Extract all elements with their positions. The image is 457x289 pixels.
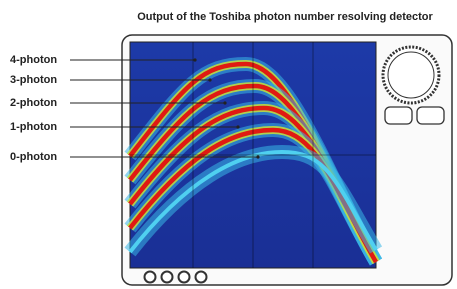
leader-dot	[256, 155, 259, 158]
photon-label: 3-photon	[10, 74, 57, 86]
button	[417, 107, 444, 124]
photon-label: 0-photon	[10, 151, 57, 163]
page: Output of the Toshiba photon number reso…	[0, 0, 457, 289]
photon-label: 1-photon	[10, 121, 57, 133]
connector	[162, 272, 173, 283]
connector	[196, 272, 207, 283]
button	[385, 107, 412, 124]
connector	[179, 272, 190, 283]
leader-dot	[193, 58, 196, 61]
leader-dot	[223, 101, 226, 104]
leader-dot	[208, 78, 211, 81]
photon-label: 2-photon	[10, 97, 57, 109]
leader-dot	[236, 125, 239, 128]
diagram: Output of the Toshiba photon number reso…	[0, 0, 457, 289]
photon-label: 4-photon	[10, 54, 57, 66]
connector	[145, 272, 156, 283]
knob-inner	[388, 52, 434, 98]
title: Output of the Toshiba photon number reso…	[137, 11, 433, 23]
